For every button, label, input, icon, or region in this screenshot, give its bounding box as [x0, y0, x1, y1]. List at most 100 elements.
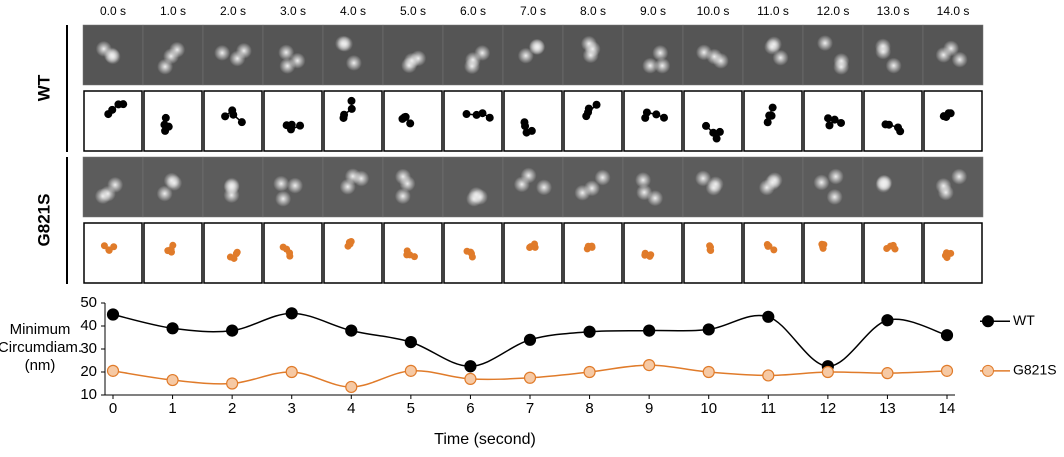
micrograph [803, 157, 863, 217]
trajectory-point [463, 110, 471, 118]
legend-marker [983, 316, 994, 327]
micrograph-spot [287, 178, 303, 194]
trajectory-point [589, 244, 596, 251]
data-point [525, 372, 536, 383]
data-point [167, 323, 178, 334]
page: WT G821S Time (second) Minimum Circumdia… [0, 0, 1064, 457]
time-label: 12.0 s [817, 4, 850, 18]
trajectory-point [165, 123, 173, 131]
trajectory-point [296, 122, 304, 130]
micrograph [623, 157, 683, 217]
data-point [405, 365, 416, 376]
trajectory-point [584, 108, 592, 116]
micrograph-spot [273, 176, 289, 192]
trajectory-point [479, 109, 487, 117]
legend-label: G821S [1013, 362, 1057, 378]
trajectory-box [864, 223, 922, 283]
y-axis-title: Minimum [10, 321, 71, 338]
data-point [108, 365, 119, 376]
micrograph-spot [468, 187, 484, 203]
micrograph-spot [395, 188, 411, 204]
trajectory-point [765, 112, 773, 120]
data-point [525, 334, 536, 345]
trajectory-point [643, 108, 651, 116]
x-tick-label: 13 [879, 400, 896, 417]
time-label: 11.0 s [757, 4, 789, 18]
trajectory-box [804, 223, 862, 283]
data-point [167, 375, 178, 386]
trajectory-point [660, 114, 668, 122]
x-tick-label: 5 [407, 400, 415, 417]
x-tick-label: 3 [288, 400, 296, 417]
data-point [942, 365, 953, 376]
time-label: 5.0 s [400, 4, 426, 18]
micrograph-spot [157, 59, 173, 75]
micrograph-spot [518, 48, 534, 64]
data-point [227, 325, 238, 336]
micrograph-spot [169, 42, 185, 58]
time-label: 7.0 s [520, 4, 546, 18]
time-label: 14.0 s [937, 4, 970, 18]
micrograph-spot [935, 178, 951, 194]
trajectory-point [707, 247, 714, 254]
micrograph-spot [696, 44, 712, 60]
trajectory-point [702, 122, 710, 130]
data-point [882, 315, 893, 326]
y-axis-title: (nm) [25, 357, 56, 374]
trajectory-point [528, 127, 536, 135]
trajectory-point [531, 240, 538, 247]
micrograph-spot [595, 170, 611, 186]
micrograph-spot [465, 52, 481, 68]
trajectory-point [221, 112, 229, 120]
trajectory-point [824, 114, 832, 122]
data-point [822, 367, 833, 378]
trajectory-point [652, 110, 660, 118]
trajectory-point [238, 118, 246, 126]
data-point [703, 367, 714, 378]
micrograph-spot [875, 177, 891, 193]
x-tick-label: 14 [939, 400, 956, 417]
micrograph-spot [647, 190, 663, 206]
trajectory-point [770, 246, 777, 253]
legend-marker [983, 365, 994, 376]
y-tick-label: 10 [80, 386, 97, 403]
x-tick-label: 8 [585, 400, 593, 417]
trajectory-point [647, 251, 654, 258]
trajectory-point [947, 250, 954, 257]
trajectory-box [624, 91, 682, 151]
trajectory-point [286, 253, 293, 260]
y-tick-label: 40 [80, 317, 97, 334]
x-tick-label: 10 [700, 400, 717, 417]
micrograph-spot [886, 58, 902, 74]
trajectory-point [234, 249, 241, 256]
data-point [346, 325, 357, 336]
micrograph-spot [827, 189, 843, 205]
trajectory-box [324, 223, 382, 283]
time-label: 10.0 s [697, 4, 730, 18]
trajectory-box [504, 91, 562, 151]
trajectory-point [162, 114, 170, 122]
micrograph-spot [875, 38, 891, 54]
figure: WT G821S Time (second) Minimum Circumdia… [0, 0, 1064, 457]
trajectory-point [892, 246, 899, 253]
micrograph [443, 157, 503, 217]
micrograph [923, 157, 983, 217]
trajectory-box [144, 91, 202, 151]
trajectory-point [716, 128, 724, 136]
time-label: 8.0 s [580, 4, 606, 18]
x-tick-label: 2 [228, 400, 236, 417]
data-point [405, 337, 416, 348]
data-point [108, 309, 119, 320]
trajectory-point [820, 241, 827, 248]
data-point [286, 308, 297, 319]
x-axis-title: Time (second) [434, 431, 536, 448]
x-tick-label: 12 [820, 400, 837, 417]
trajectory-box [444, 91, 502, 151]
trajectory-point [402, 113, 410, 121]
micrograph-spot [952, 52, 968, 68]
x-tick-label: 9 [645, 400, 653, 417]
micrograph-spot [652, 45, 668, 61]
micrograph-spot [642, 58, 658, 74]
micrograph-spot [536, 179, 552, 195]
data-point [286, 367, 297, 378]
